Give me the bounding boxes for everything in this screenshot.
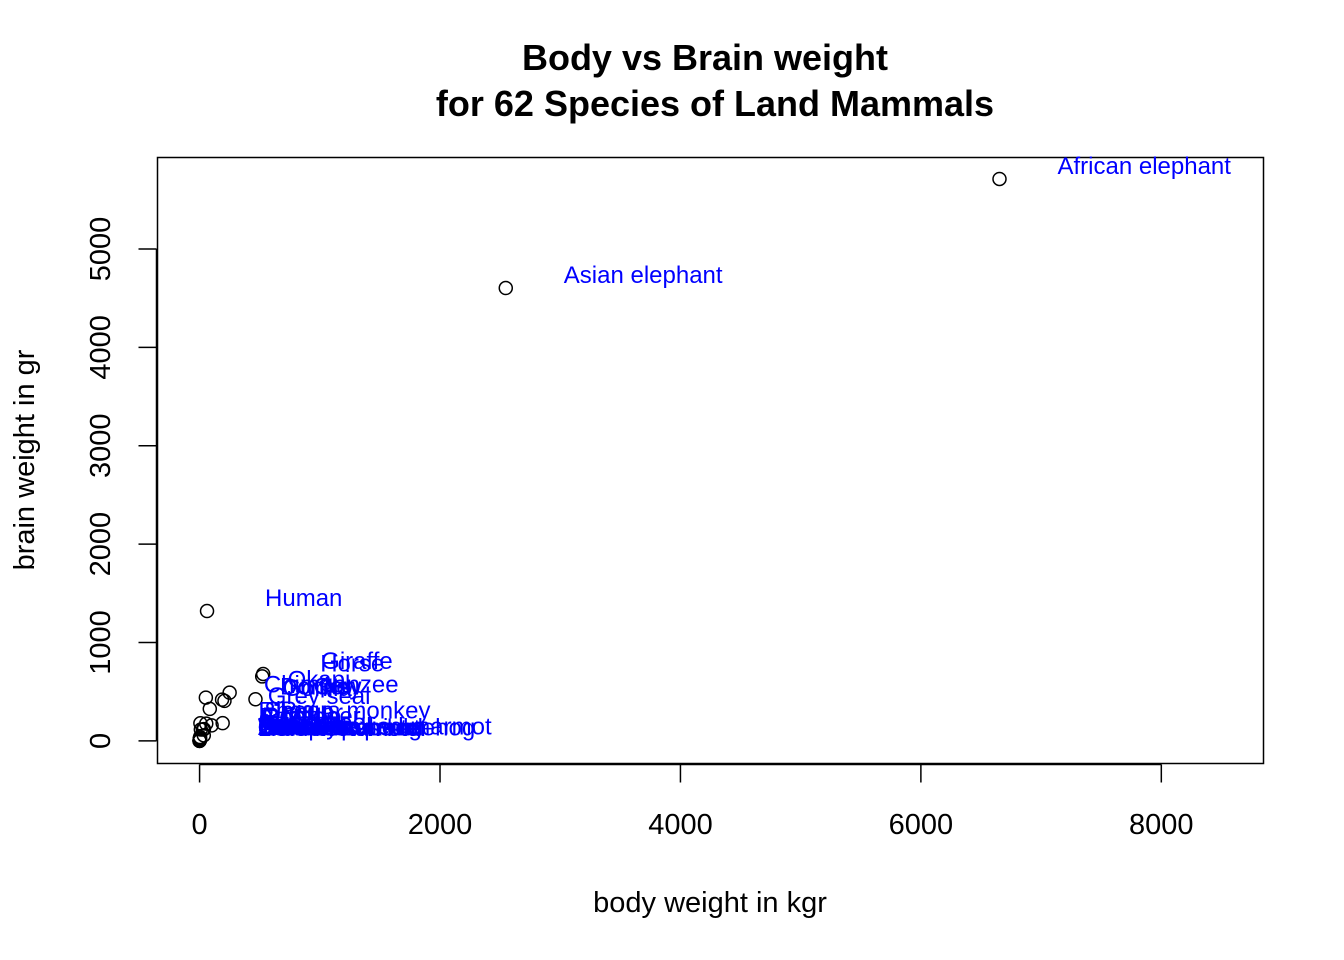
point-label: Pig <box>281 697 316 724</box>
y-tick-label: 5000 <box>85 217 117 282</box>
point-label: Rhesus monkey <box>258 697 430 724</box>
x-axis: 0 2000 4000 6000 8000 <box>192 763 1194 841</box>
point-label: Donkey <box>280 674 361 701</box>
point-label: Arctic fox <box>258 714 357 741</box>
x-axis-label: body weight in kgr <box>593 887 827 919</box>
point-label: Ground squirrel <box>258 714 423 741</box>
point-label: Goat <box>261 704 313 731</box>
point-label: Water opossum <box>258 714 425 741</box>
point-label: Raccoon <box>258 712 353 739</box>
y-tick-label: 2000 <box>85 512 117 577</box>
point-label: Tree hyrax <box>258 714 372 741</box>
point-label: Human <box>265 585 342 612</box>
point-label: Grey seal <box>268 683 371 710</box>
point-label: Cow <box>313 673 362 700</box>
point-label: European hedgehog <box>258 715 476 742</box>
data-point <box>248 692 263 707</box>
y-axis-label: brain weight in gr <box>9 349 41 570</box>
data-point <box>199 603 215 619</box>
x-tick-label: 0 <box>192 809 208 841</box>
point-label: Roe deer <box>262 703 361 730</box>
data-point <box>992 171 1007 187</box>
data-point <box>215 715 230 731</box>
point-label: Gorilla <box>282 675 352 702</box>
point-label: Sheep <box>264 698 333 725</box>
y-tick-label: 0 <box>85 733 117 749</box>
point-labels-layer: African elephant Asian elephant Human Giraf… <box>258 153 1232 742</box>
x-tick-label: 2000 <box>408 809 473 841</box>
y-tick-label: 3000 <box>85 413 117 478</box>
point-label: Little brown bat <box>258 715 421 742</box>
point-label: Cat <box>258 712 296 739</box>
data-point <box>498 280 514 296</box>
data-point <box>192 733 207 749</box>
point-label: Rabbit <box>258 714 328 741</box>
point-label: Slow loris <box>258 714 361 741</box>
point-label: Jaguar <box>270 699 343 726</box>
data-point <box>214 692 230 707</box>
point-label: Chimpanzee <box>264 672 399 699</box>
point-label: African elephant <box>1058 153 1232 180</box>
point-label: Horse <box>320 650 384 677</box>
data-point <box>217 693 232 709</box>
point-label: Giraffe <box>321 648 393 675</box>
data-point <box>198 690 214 705</box>
plot-frame <box>156 156 1265 765</box>
y-tick-label: 4000 <box>85 315 117 380</box>
point-label: Genet <box>258 714 324 741</box>
points-layer <box>192 171 1007 749</box>
point-label: Kangaroo <box>262 709 366 736</box>
point-label: Red fox <box>258 711 341 738</box>
chart-title: Body vs Brain weight <box>522 37 888 78</box>
data-point <box>193 716 208 731</box>
data-point <box>254 669 270 684</box>
x-tick-label: 4000 <box>648 809 713 841</box>
point-label: Yellow-bellied marmot <box>258 714 492 741</box>
x-tick-label: 8000 <box>1129 809 1194 841</box>
x-tick-label: 6000 <box>889 809 954 841</box>
y-axis: 0 1000 2000 3000 4000 5000 <box>85 217 158 749</box>
point-label: Mole rat <box>258 715 345 742</box>
chart-subtitle: for 62 Species of Land Mammals <box>436 83 994 124</box>
point-label: Okapi <box>288 667 351 694</box>
point-label: Baboon <box>259 704 342 731</box>
y-tick-label: 1000 <box>85 610 117 675</box>
point-label: Golden hamster <box>258 715 429 742</box>
point-label: Asian elephant <box>564 262 723 289</box>
